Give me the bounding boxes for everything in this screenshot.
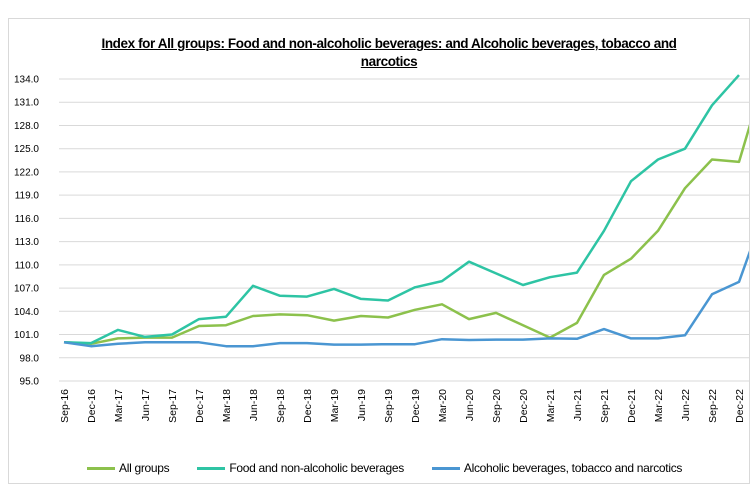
legend-swatch [197, 466, 226, 470]
legend-swatch [87, 466, 115, 470]
x-tick-label: Jun-22 [680, 389, 692, 421]
y-tick-label: 113.0 [15, 237, 40, 248]
x-tick-label: Jun-21 [572, 389, 584, 421]
legend: All groups Food and non-alcoholic beverag… [87, 461, 710, 475]
y-tick-label: 116.0 [15, 214, 40, 225]
x-tick-label: Sep-22 [707, 389, 719, 423]
y-tick-label: 122.0 [14, 167, 39, 178]
x-tick-label: Sep-21 [599, 389, 611, 423]
series-lines [63, 74, 749, 348]
x-tick-label: Dec-16 [86, 389, 98, 423]
x-tick-label: Jun-17 [140, 389, 152, 421]
chart-plot: 134.0 131.0 128.0 125.0 122.0 119.0 116.0 113.0… [14, 74, 749, 423]
y-axis-ticks: 134.0 131.0 128.0 125.0 122.0 119.0 116.0 113.0… [14, 75, 39, 388]
x-tick-label: Dec-21 [626, 389, 638, 423]
x-tick-label: Sep-20 [491, 389, 503, 423]
y-tick-label: 101.0 [14, 330, 39, 341]
x-tick-label: Mar-17 [113, 389, 125, 422]
y-tick-label: 104.0 [14, 307, 39, 318]
x-tick-label: Mar-19 [329, 389, 341, 422]
x-tick-label: Sep-18 [275, 389, 287, 423]
legend-label: Food and non-alcoholic beverages [229, 461, 404, 475]
series-line [63, 74, 740, 345]
y-tick-label: 110.0 [15, 260, 40, 271]
x-tick-label: Mar-21 [545, 389, 557, 422]
x-tick-label: Dec-19 [410, 389, 422, 423]
y-tick-label: 125.0 [14, 144, 39, 155]
x-tick-label: Mar-18 [221, 389, 233, 422]
y-tick-label: 119.0 [15, 191, 40, 202]
x-tick-label: Mar-22 [653, 389, 665, 422]
legend-item: All groups [87, 461, 170, 475]
legend-item: Alcoholic beverages, tobacco and narcoti… [431, 461, 683, 475]
legend-item: Food and non-alcoholic beverages [197, 461, 404, 475]
x-tick-label: Jun-20 [464, 389, 476, 421]
x-tick-label: Jun-18 [248, 389, 260, 421]
x-tick-label: Jun-19 [356, 389, 368, 421]
x-tick-label: Sep-19 [383, 389, 395, 423]
x-tick-label: Dec-22 [734, 389, 746, 423]
x-tick-label: Sep-16 [59, 389, 71, 423]
legend-label: Alcoholic beverages, tobacco and narcoti… [463, 461, 683, 475]
x-tick-label: Sep-17 [167, 389, 179, 423]
series-line [63, 250, 749, 348]
y-tick-label: 107.0 [14, 284, 39, 295]
x-tick-label: Mar-20 [437, 389, 449, 422]
series-line [63, 123, 749, 346]
x-tick-label: Dec-20 [518, 389, 530, 423]
x-tick-label: Dec-17 [194, 389, 206, 423]
chart-title: Index for All groups: Food and non-alcoh… [101, 36, 677, 69]
chart-frame: Index for All groups: Food and non-alcoh… [8, 18, 750, 484]
y-tick-label: 98.0 [20, 353, 40, 364]
y-tick-label: 134.0 [14, 75, 39, 86]
y-tick-label: 128.0 [14, 121, 39, 132]
y-tick-label: 95.0 [20, 377, 40, 388]
x-axis-ticks: Sep-16 Dec-16 Mar-17 Jun-17 Sep-17 Dec-17 Mar-… [59, 389, 746, 423]
x-tick-label: Dec-18 [302, 389, 314, 423]
y-tick-label: 131.0 [14, 98, 39, 109]
legend-swatch [431, 466, 460, 470]
legend-label: All groups [119, 461, 170, 475]
